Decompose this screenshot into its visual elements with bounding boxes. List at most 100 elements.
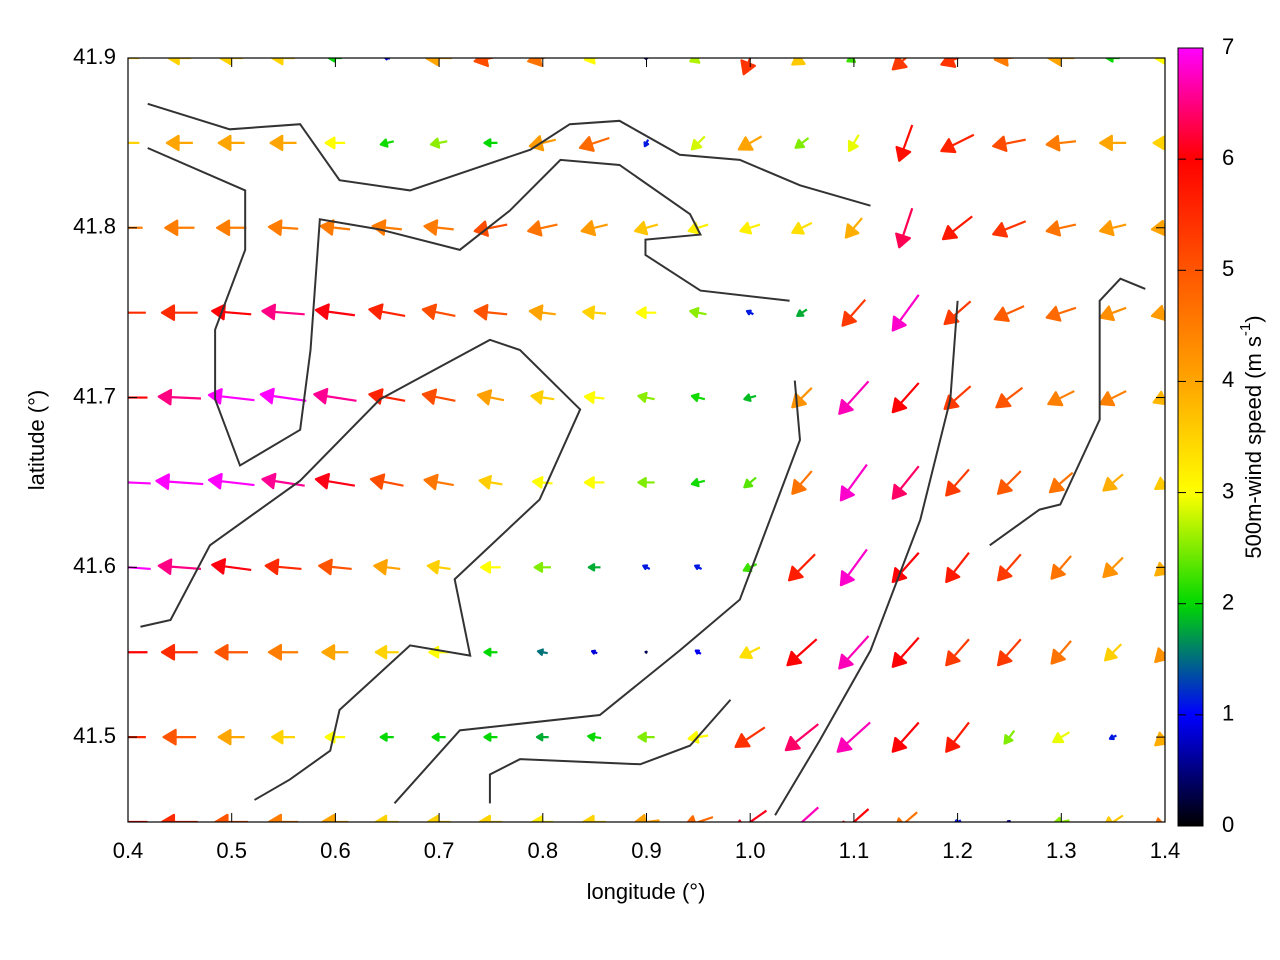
wind-vector xyxy=(269,134,297,152)
y-tick-label: 41.5 xyxy=(73,723,116,748)
x-tick-label: 1.4 xyxy=(1150,838,1181,863)
wind-vector xyxy=(128,141,140,144)
contour-line xyxy=(774,300,959,816)
wind-vector xyxy=(891,58,908,71)
wind-vector xyxy=(992,135,1026,152)
x-tick-label: 1.2 xyxy=(942,838,973,863)
wind-vector xyxy=(425,58,453,67)
wind-vector xyxy=(945,552,970,584)
wind-vector xyxy=(1047,58,1075,67)
x-tick-label: 0.8 xyxy=(528,838,559,863)
wind-vector xyxy=(694,564,703,571)
wind-vector xyxy=(743,476,757,489)
wind-vector xyxy=(374,814,399,822)
wind-vector xyxy=(473,58,497,68)
wind-vector xyxy=(267,219,299,236)
contour-line xyxy=(393,380,801,804)
wind-vector xyxy=(480,560,501,574)
wind-vector xyxy=(327,58,342,63)
wind-vector xyxy=(587,732,602,742)
contour-line xyxy=(147,102,871,207)
wind-vector xyxy=(369,473,404,490)
wind-vector xyxy=(128,311,146,314)
wind-vector xyxy=(844,217,863,239)
wind-vector xyxy=(995,386,1024,409)
wind-vector xyxy=(214,813,248,822)
wind-vector xyxy=(321,813,349,822)
wind-vector xyxy=(368,303,406,320)
colorbar-tick-label: 3 xyxy=(1222,478,1234,503)
wind-vector xyxy=(478,814,503,822)
wind-vector xyxy=(791,470,813,495)
wind-vector xyxy=(1052,731,1070,744)
wind-vector xyxy=(217,728,245,746)
wind-vector xyxy=(217,134,245,152)
wind-vector xyxy=(583,476,605,489)
vector-field xyxy=(128,58,1165,822)
wind-vector xyxy=(891,721,920,753)
wind-vector xyxy=(1102,556,1124,579)
wind-vector xyxy=(582,305,607,320)
wind-vector xyxy=(1099,134,1127,152)
colorbar xyxy=(1177,47,1204,827)
wind-vector xyxy=(162,728,197,746)
wind-vector xyxy=(421,388,456,405)
wind-vector xyxy=(734,726,766,748)
wind-vector xyxy=(211,303,252,321)
wind-vector xyxy=(590,649,598,655)
x-tick-label: 0.6 xyxy=(320,838,351,863)
wind-vector xyxy=(1045,305,1077,322)
wind-vector xyxy=(1154,58,1165,65)
colorbar-tick-label: 6 xyxy=(1222,145,1234,170)
wind-vector xyxy=(379,138,395,148)
wind-vector xyxy=(847,134,860,153)
colorbar-tick-label: 5 xyxy=(1222,256,1234,281)
wind-vector xyxy=(839,548,868,587)
colorbar-tick-label: 1 xyxy=(1222,701,1234,726)
wind-vector xyxy=(528,304,556,321)
wind-vector xyxy=(533,561,551,573)
wind-vector xyxy=(895,207,914,249)
wind-vector xyxy=(838,380,870,415)
wind-vector xyxy=(426,814,451,822)
colorbar-title-main: 500m-wind speed (m s xyxy=(1241,336,1266,559)
wind-vector xyxy=(891,636,920,668)
wind-vector xyxy=(473,303,508,321)
wind-vector xyxy=(313,387,357,405)
wind-vector xyxy=(796,308,808,318)
wind-vector xyxy=(1108,734,1117,741)
contour-line xyxy=(488,699,732,804)
wind-vector xyxy=(219,58,244,66)
wind-vector xyxy=(271,58,295,66)
wind-vector xyxy=(839,463,868,502)
colorbar-tick-label: 2 xyxy=(1222,590,1234,615)
wind-vector xyxy=(527,220,558,237)
wind-vector xyxy=(841,298,867,327)
wind-vector xyxy=(207,472,255,490)
wind-vector xyxy=(164,219,195,237)
wind-vector xyxy=(264,558,302,576)
wind-vector xyxy=(787,553,816,582)
wind-vector xyxy=(842,808,870,822)
wind-vector xyxy=(483,647,498,657)
contours xyxy=(140,102,1146,816)
wind-vector xyxy=(637,476,655,488)
wind-vector xyxy=(483,732,498,742)
contour-line xyxy=(989,277,1146,547)
wind-vector xyxy=(1048,471,1074,494)
wind-vector xyxy=(838,635,870,670)
wind-vector xyxy=(945,638,970,667)
wind-vector xyxy=(530,390,555,405)
wind-vector xyxy=(791,58,806,66)
wind-vector xyxy=(160,304,198,321)
wind-vector xyxy=(1099,390,1127,407)
wind-vector xyxy=(637,391,655,403)
wind-vector xyxy=(945,721,970,753)
x-tick-label: 1.1 xyxy=(839,838,870,863)
wind-vector xyxy=(1154,561,1165,577)
wind-vector xyxy=(321,644,349,661)
wind-vector xyxy=(261,303,305,321)
contour-line xyxy=(140,338,582,801)
wind-vector xyxy=(324,136,346,150)
